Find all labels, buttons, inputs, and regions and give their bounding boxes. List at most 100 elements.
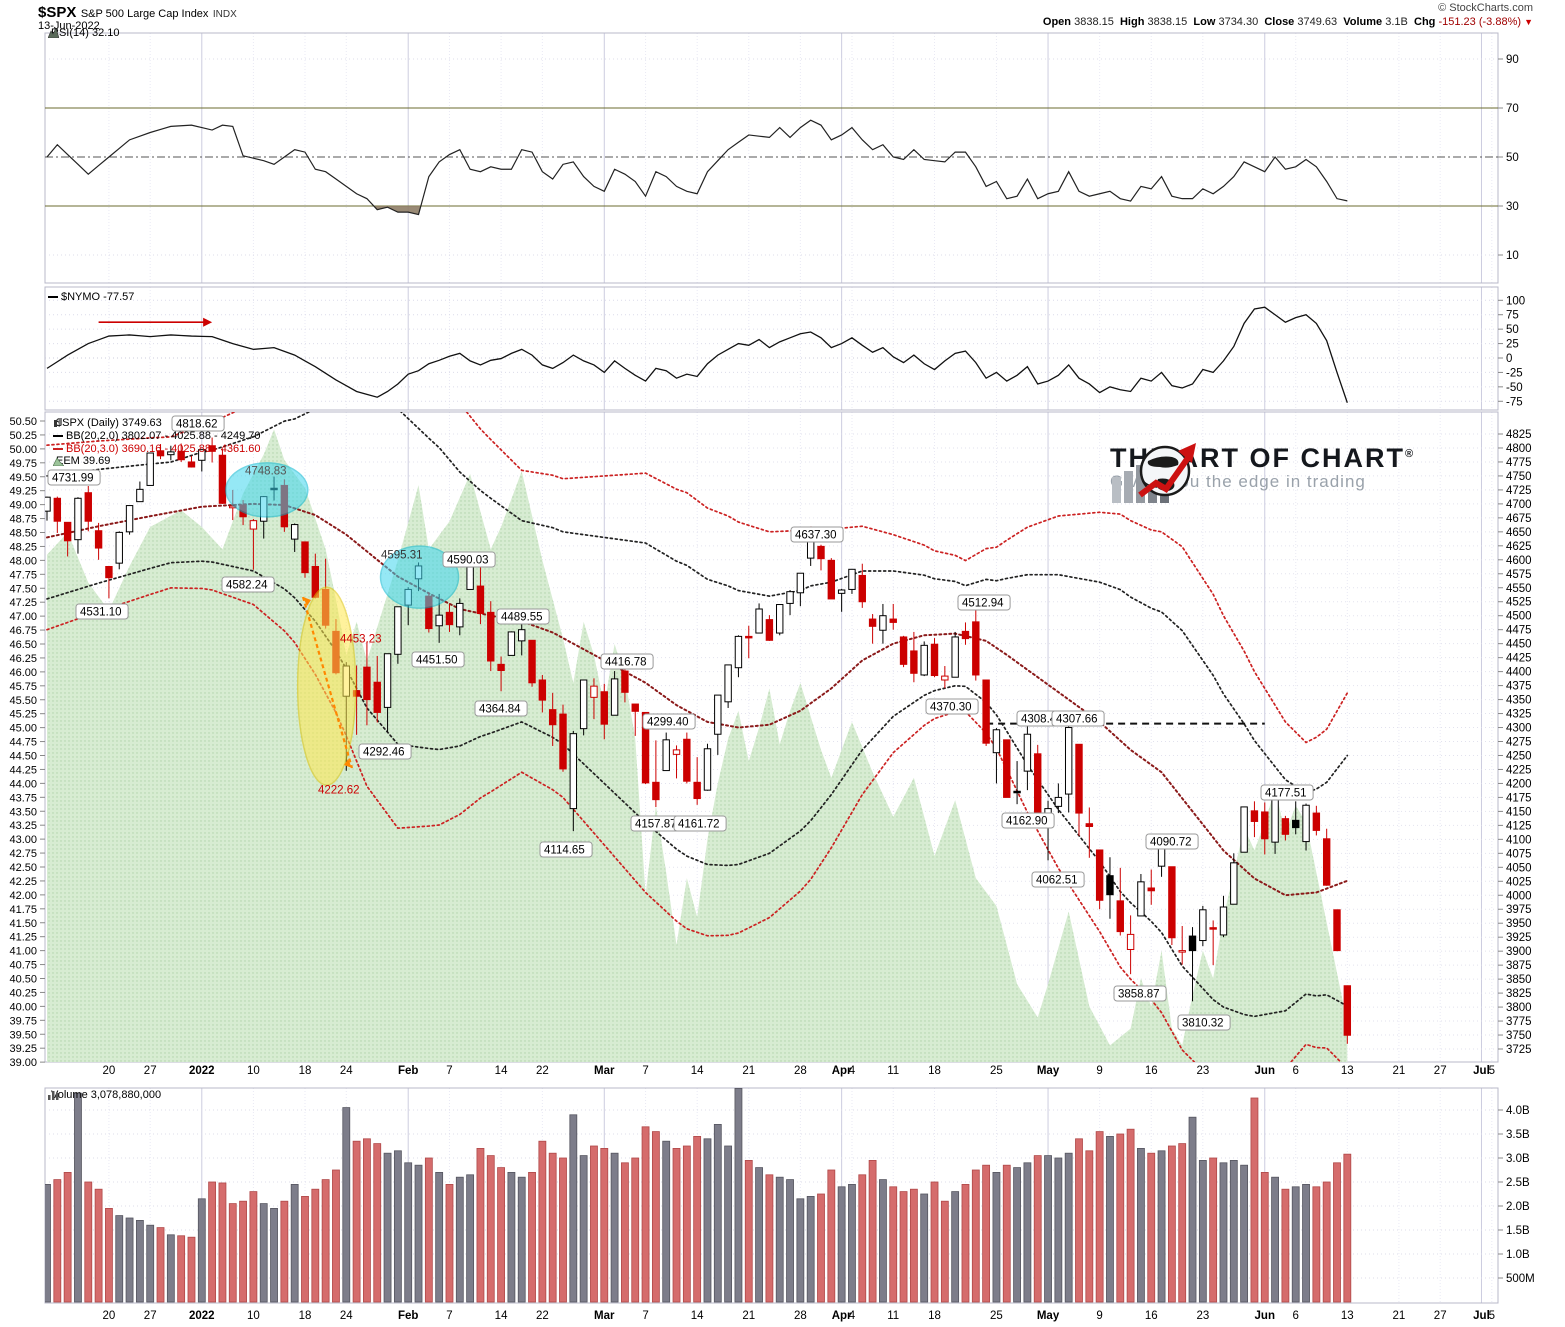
svg-text:46.75: 46.75 [9, 625, 37, 637]
svg-text:49.00: 49.00 [9, 500, 37, 512]
svg-text:50: 50 [1506, 324, 1519, 336]
svg-text:25: 25 [990, 1310, 1003, 1322]
svg-text:Jul: Jul [1473, 1310, 1490, 1322]
svg-text:42.50: 42.50 [9, 862, 37, 874]
svg-text:13: 13 [1341, 1310, 1354, 1322]
svg-text:50.50: 50.50 [9, 416, 37, 428]
svg-text:4800: 4800 [1506, 443, 1532, 455]
svg-text:48.50: 48.50 [9, 528, 37, 540]
svg-text:23: 23 [1196, 1065, 1209, 1077]
svg-text:18: 18 [928, 1065, 941, 1077]
svg-text:24: 24 [340, 1310, 353, 1322]
svg-text:21: 21 [742, 1310, 755, 1322]
bb2-legend: BB(20,2.0) 3802.07 - 4025.88 - 4249.70 [53, 431, 260, 442]
svg-text:27: 27 [1434, 1310, 1447, 1322]
svg-text:7: 7 [446, 1065, 452, 1077]
svg-text:4625: 4625 [1506, 541, 1532, 553]
eem-area [47, 429, 1348, 1062]
nymo-legend: $NYMO -77.57 [48, 292, 134, 303]
price-label-box [600, 653, 654, 670]
high-label: High [1119, 16, 1145, 28]
svg-text:43.50: 43.50 [9, 806, 37, 818]
svg-text:7: 7 [642, 1065, 648, 1077]
svg-text:39.75: 39.75 [9, 1015, 37, 1027]
svg-text:39.25: 39.25 [9, 1043, 37, 1055]
price-label-box [1145, 833, 1199, 850]
svg-text:May: May [1037, 1065, 1060, 1077]
svg-text:4300: 4300 [1506, 723, 1532, 735]
svg-text:1.5B: 1.5B [1506, 1225, 1530, 1237]
svg-text:500M: 500M [1506, 1273, 1535, 1285]
svg-text:48.75: 48.75 [9, 514, 37, 526]
svg-text:4550: 4550 [1506, 583, 1532, 595]
eem-legend: EEM 39.69 [53, 456, 110, 467]
svg-text:42.75: 42.75 [9, 848, 37, 860]
registered-mark: ® [1404, 448, 1416, 460]
svg-text:49.50: 49.50 [9, 472, 37, 484]
price-label-box [171, 415, 225, 432]
price-label-box [925, 698, 979, 715]
price-label: 4090.72 [1150, 837, 1192, 849]
svg-text:39.00: 39.00 [9, 1057, 37, 1069]
svg-text:4325: 4325 [1506, 709, 1532, 721]
svg-text:4150: 4150 [1506, 806, 1532, 818]
svg-text:4500: 4500 [1506, 611, 1532, 623]
svg-text:4375: 4375 [1506, 681, 1532, 693]
volume-bars-layer [45, 1088, 1352, 1303]
svg-text:44.50: 44.50 [9, 751, 37, 763]
svg-text:10: 10 [1506, 250, 1519, 262]
svg-text:18: 18 [299, 1310, 312, 1322]
price-label-box [790, 526, 844, 543]
price-label-box [1113, 985, 1167, 1002]
price-label: 4114.65 [544, 845, 585, 857]
price-label: 4161.72 [678, 819, 720, 831]
open-label: Open [1042, 16, 1072, 28]
price-label: 4451.50 [416, 655, 458, 667]
price-label: 4062.51 [1036, 875, 1078, 887]
price-label: 4416.78 [605, 657, 647, 669]
bb2-line-icon [53, 435, 63, 438]
svg-text:27: 27 [1434, 1065, 1447, 1077]
svg-text:7: 7 [446, 1310, 452, 1322]
svg-text:27: 27 [144, 1065, 157, 1077]
nymo-line-icon [48, 296, 58, 299]
svg-text:40.50: 40.50 [9, 974, 37, 986]
svg-text:45.25: 45.25 [9, 709, 37, 721]
svg-text:20: 20 [103, 1065, 116, 1077]
svg-text:4400: 4400 [1506, 667, 1532, 679]
svg-text:47.50: 47.50 [9, 583, 37, 595]
spx-legend: $SPX (Daily) 3749.63 [54, 417, 162, 429]
candles-layer [45, 437, 1352, 1044]
svg-text:46.00: 46.00 [9, 667, 37, 679]
svg-text:10: 10 [247, 1065, 260, 1077]
price-label-box [642, 713, 696, 730]
svg-text:27: 27 [144, 1310, 157, 1322]
svg-text:14: 14 [495, 1310, 508, 1322]
price-label: 4590.03 [447, 555, 489, 567]
svg-text:4250: 4250 [1506, 750, 1532, 762]
svg-text:4175: 4175 [1506, 792, 1532, 804]
rsi-legend: RSI(14) 32.10 [48, 28, 119, 39]
svg-text:11: 11 [887, 1065, 899, 1077]
svg-text:May: May [1037, 1310, 1060, 1322]
svg-text:25: 25 [1506, 339, 1519, 351]
svg-text:4825: 4825 [1506, 429, 1532, 441]
svg-text:4650: 4650 [1506, 527, 1532, 539]
svg-text:21: 21 [742, 1065, 755, 1077]
svg-text:25: 25 [990, 1065, 1003, 1077]
svg-text:Jul: Jul [1473, 1065, 1490, 1077]
svg-text:4275: 4275 [1506, 737, 1532, 749]
svg-text:21: 21 [1393, 1310, 1406, 1322]
chg-dropdown-arrow[interactable]: ▼ [1524, 17, 1533, 27]
svg-text:4: 4 [849, 1310, 856, 1322]
price-label-box [221, 576, 275, 593]
header-title: $SPX S&P 500 Large Cap Index INDX [38, 4, 237, 22]
volume-legend: Volume 3,078,880,000 [48, 1090, 161, 1101]
svg-text:0: 0 [1506, 353, 1512, 365]
price-label: 4818.62 [176, 419, 218, 431]
svg-text:Jun: Jun [1255, 1310, 1275, 1322]
svg-text:44.25: 44.25 [9, 764, 37, 776]
price-label: 4512.94 [962, 598, 1004, 610]
price-label: 4157.87 [635, 819, 677, 831]
